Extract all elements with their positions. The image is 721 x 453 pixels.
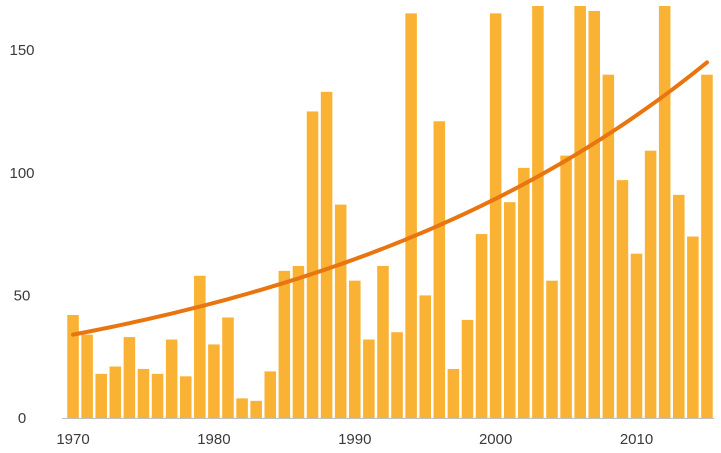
bar-1976: [151, 373, 164, 418]
x-tick-label-1980: 1980: [197, 431, 230, 448]
x-tick-labels: 1970 1980 1990 2000 2010: [56, 431, 653, 448]
bars-group: [67, 6, 713, 419]
bar-1971: [81, 334, 93, 418]
bar-1982: [236, 398, 248, 418]
bar-2009: [616, 180, 629, 418]
bar-2012: [658, 6, 671, 418]
x-tick-label-1970: 1970: [56, 431, 89, 448]
trend-group: [71, 60, 709, 337]
bar-1992: [377, 265, 389, 418]
bar-1979: [194, 275, 206, 418]
bar-1996: [433, 121, 446, 418]
bar-1993: [391, 332, 403, 418]
bar-1990: [349, 280, 361, 418]
y-tick-label-100: 100: [9, 165, 34, 182]
bar-1970: [67, 315, 79, 418]
bar-2015: [701, 74, 713, 419]
x-tick-label-2010: 2010: [620, 431, 653, 448]
bar-2003: [532, 6, 544, 418]
bar-2001: [503, 202, 516, 418]
y-tick-label-0: 0: [18, 410, 26, 427]
bar-1985: [278, 270, 291, 418]
bar-2007: [588, 10, 601, 419]
bar-1983: [250, 400, 262, 418]
bar-2011: [644, 150, 657, 418]
bar-1977: [165, 339, 178, 418]
x-tick-label-2000: 2000: [479, 431, 512, 448]
bar-2002: [518, 167, 530, 418]
bar-1995: [419, 295, 431, 418]
bar-2006: [574, 6, 586, 418]
bar-2014: [687, 236, 699, 418]
bar-1978: [179, 376, 192, 418]
bar-1984: [264, 371, 277, 418]
bar-1986: [292, 265, 305, 418]
y-tick-labels: 0 50 100 150: [9, 42, 34, 427]
bar-1980: [208, 344, 220, 418]
bar-2000: [489, 13, 502, 419]
bar-1973: [109, 366, 122, 418]
bar-2004: [546, 280, 558, 418]
trend-line: [71, 60, 709, 337]
bar-1989: [334, 204, 347, 418]
bar-1998: [461, 319, 474, 418]
x-tick-label-1990: 1990: [338, 431, 371, 448]
bar-1999: [475, 234, 488, 418]
bar-1997: [447, 368, 460, 418]
bar-2013: [673, 194, 685, 418]
bar-2008: [602, 74, 615, 419]
bar-1987: [306, 111, 319, 418]
bar-1975: [137, 368, 150, 418]
bar-1981: [222, 317, 234, 418]
bar-1974: [123, 337, 136, 418]
y-tick-label-150: 150: [9, 42, 34, 59]
bar-1994: [405, 13, 417, 419]
bar-1991: [363, 339, 375, 418]
y-tick-label-50: 50: [14, 287, 31, 304]
bar-1972: [95, 373, 107, 418]
bar-2005: [560, 155, 572, 418]
bar-2010: [630, 253, 643, 418]
bar-1988: [320, 91, 333, 418]
